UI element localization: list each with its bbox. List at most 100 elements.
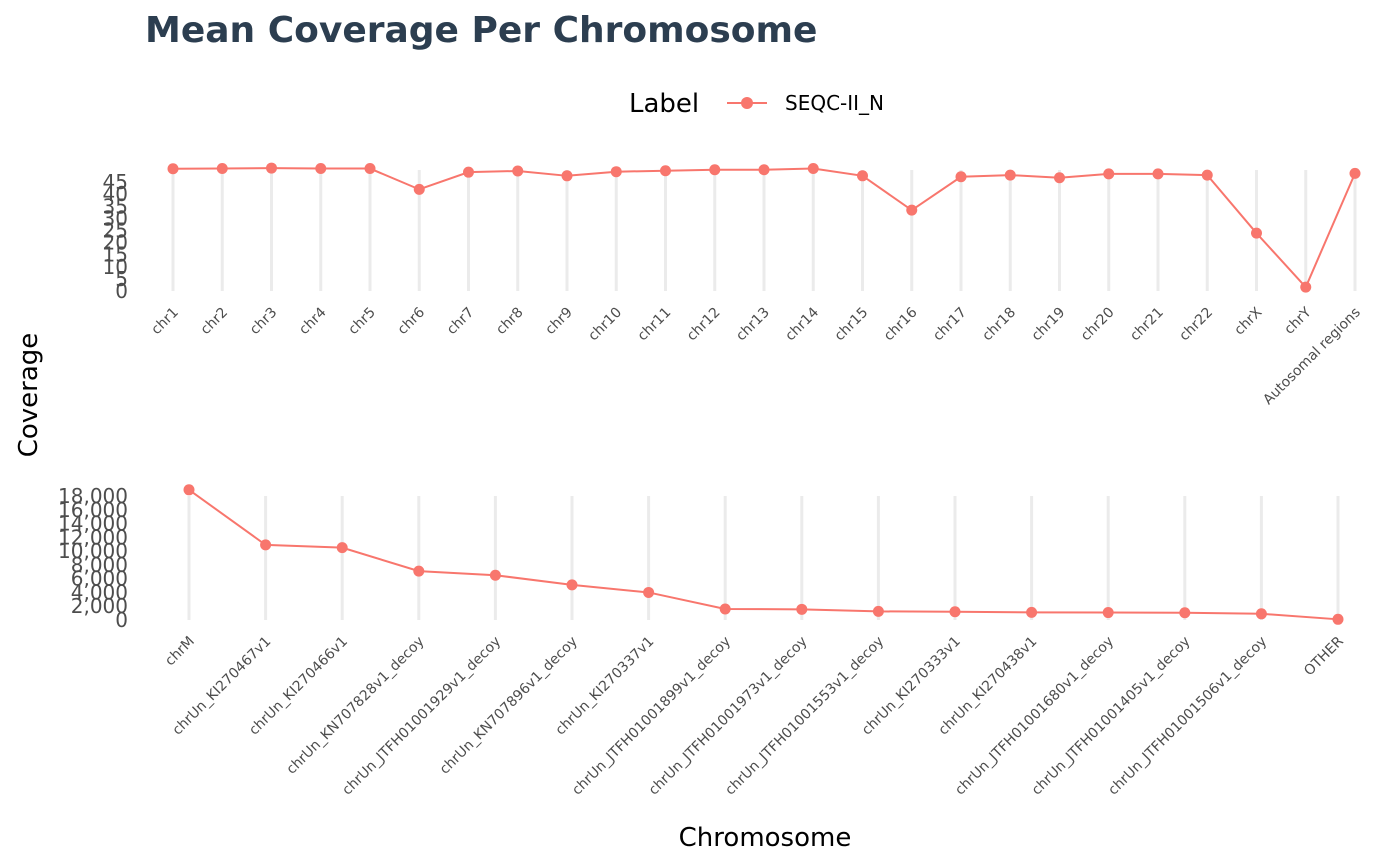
data-point bbox=[807, 163, 819, 175]
y-tick-label: 10,000 bbox=[58, 539, 128, 563]
data-point bbox=[463, 166, 474, 178]
x-tick-label: chrUn_JTFH01001405v1_decoy bbox=[1029, 634, 1194, 799]
data-point bbox=[758, 164, 770, 176]
legend: Label SEQC-II_N bbox=[629, 89, 884, 119]
x-tick-label: chr7 bbox=[444, 305, 477, 338]
data-point bbox=[857, 170, 868, 182]
series-line bbox=[188, 488, 1339, 621]
data-point bbox=[709, 164, 721, 176]
x-tick-label: chr1 bbox=[148, 305, 181, 338]
x-tick-label: chr5 bbox=[345, 305, 378, 338]
y-tick-label: 0 bbox=[115, 608, 128, 632]
data-point bbox=[1332, 613, 1344, 625]
x-tick-label: chr21 bbox=[1127, 305, 1167, 345]
x-tick-label: chrY bbox=[1281, 304, 1314, 337]
legend-point-swatch bbox=[741, 97, 753, 109]
y-tick-label: 8,000 bbox=[71, 553, 128, 577]
x-tick-label: chr17 bbox=[930, 305, 970, 345]
data-point bbox=[1004, 169, 1016, 181]
data-point bbox=[1251, 227, 1262, 239]
x-tick-label: chr4 bbox=[296, 304, 329, 337]
x-tick-label: Autosomal regions bbox=[1260, 305, 1364, 409]
y-tick-label: 14,000 bbox=[58, 512, 128, 536]
x-tick-label: chr14 bbox=[782, 304, 822, 344]
x-tick-label: chrUn_JTFH01001973v1_decoy bbox=[646, 634, 811, 799]
x-tick-label: chrUn_JTFH01001680v1_decoy bbox=[952, 634, 1117, 799]
x-tick-label: chr11 bbox=[635, 305, 675, 345]
data-point bbox=[719, 603, 731, 615]
chart-title: Mean Coverage Per Chromosome bbox=[145, 10, 817, 51]
data-point bbox=[260, 539, 272, 551]
x-tick-label: chrUn_KN707828v1_decoy bbox=[284, 634, 428, 778]
x-tick-label: chr19 bbox=[1029, 305, 1069, 345]
data-point bbox=[364, 163, 376, 175]
data-point bbox=[413, 183, 425, 195]
x-tick-label: chr16 bbox=[881, 304, 921, 344]
y-tick-label: 12,000 bbox=[58, 525, 128, 549]
x-tick-label: chrUn_JTFH01001553v1_decoy bbox=[722, 634, 887, 799]
x-axis-title: Chromosome bbox=[679, 823, 852, 853]
x-tick-label: chrM bbox=[162, 634, 198, 670]
data-point bbox=[266, 162, 277, 174]
data-point bbox=[1103, 168, 1115, 180]
data-point bbox=[561, 170, 573, 182]
data-point bbox=[1152, 168, 1164, 180]
y-axis-title: Coverage bbox=[14, 333, 44, 458]
data-point bbox=[336, 542, 348, 554]
x-tick-label: chrUn_KN707896v1_decoy bbox=[437, 634, 581, 778]
y-tick-label: 25 bbox=[103, 219, 128, 243]
x-tick-label: chrUn_JTFH01001899v1_decoy bbox=[569, 634, 734, 799]
y-tick-label: 20 bbox=[103, 231, 128, 255]
data-point bbox=[315, 163, 327, 175]
data-point bbox=[955, 171, 967, 183]
x-tick-label: chr15 bbox=[832, 305, 872, 345]
contig-panel: 02,0004,0006,0008,00010,00012,00014,0001… bbox=[58, 484, 1347, 798]
x-tick-label: chr2 bbox=[198, 305, 231, 338]
x-tick-label: chr8 bbox=[493, 305, 526, 338]
data-point bbox=[660, 165, 671, 177]
x-tick-label: chr12 bbox=[684, 305, 724, 345]
data-point bbox=[1201, 169, 1213, 181]
y-tick-label: 18,000 bbox=[58, 484, 128, 508]
y-tick-label: 2,000 bbox=[71, 594, 128, 618]
y-tick-label: 6,000 bbox=[71, 567, 128, 591]
data-point bbox=[610, 166, 622, 178]
data-point bbox=[413, 565, 425, 577]
data-point bbox=[1026, 606, 1038, 618]
data-point bbox=[489, 569, 501, 581]
x-tick-label: chrUn_JTFH01001506v1_decoy bbox=[1105, 634, 1270, 799]
data-point bbox=[643, 586, 655, 598]
y-tick-label: 16,000 bbox=[58, 498, 128, 522]
y-tick-label: 35 bbox=[103, 194, 128, 218]
x-tick-label: chr9 bbox=[542, 305, 575, 338]
x-tick-label: chrX bbox=[1231, 304, 1265, 338]
x-tick-label: chr10 bbox=[585, 305, 625, 345]
data-point bbox=[216, 163, 228, 175]
x-tick-label: chrUn_JTFH01001929v1_decoy bbox=[339, 634, 504, 799]
data-point bbox=[906, 204, 918, 216]
x-tick-label: chr6 bbox=[395, 304, 428, 337]
data-point bbox=[1255, 608, 1267, 620]
x-tick-label: chr13 bbox=[733, 305, 773, 345]
y-tick-label: 30 bbox=[103, 206, 128, 230]
y-tick-label: 5 bbox=[115, 267, 128, 291]
y-tick-label: 4,000 bbox=[71, 580, 128, 604]
y-tick-label: 15 bbox=[103, 243, 128, 267]
data-point bbox=[872, 605, 884, 617]
data-point bbox=[183, 484, 195, 496]
data-point bbox=[1179, 607, 1191, 619]
data-point bbox=[1054, 172, 1065, 184]
data-point bbox=[512, 165, 524, 177]
y-tick-label: 10 bbox=[103, 255, 128, 279]
legend-label: SEQC-II_N bbox=[785, 91, 884, 115]
legend-title: Label bbox=[629, 89, 699, 119]
y-tick-label: 40 bbox=[103, 182, 128, 206]
x-tick-label: chr18 bbox=[979, 305, 1019, 345]
data-point bbox=[796, 603, 808, 615]
data-point bbox=[1102, 607, 1114, 619]
data-point bbox=[167, 163, 179, 175]
data-point bbox=[1300, 281, 1312, 293]
data-point bbox=[566, 579, 578, 591]
